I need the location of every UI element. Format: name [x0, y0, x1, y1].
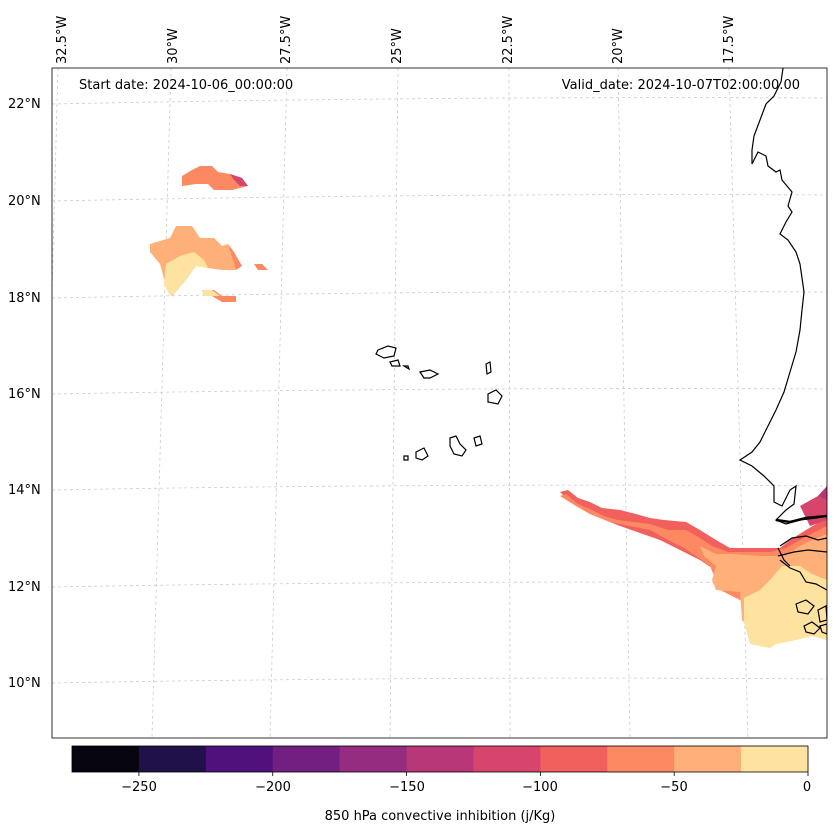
colorbar-swatch [339, 746, 408, 772]
colorbar-swatch [540, 746, 608, 772]
latitude-gridlines [52, 97, 827, 684]
colorbar-tick-label: −200 [255, 780, 291, 795]
island-sal [485, 361, 492, 375]
colorbar-swatch [205, 746, 274, 772]
colorbar-tick-label: −100 [522, 780, 558, 795]
cin-patch-small-orange [254, 264, 268, 270]
cin-patch-north-red [230, 174, 248, 186]
lon-label-27-5w: 27.5°W [279, 15, 294, 64]
colorbar-swatch [138, 746, 207, 772]
island-sao-nicolau [419, 369, 440, 379]
start-date-label: Start date: 2024-10-06_00:00:00 [79, 78, 294, 93]
africa-coastline [738, 68, 827, 525]
lat-label-12n: 12°N [8, 580, 41, 595]
colorbar-tick-label: 0 [802, 780, 812, 795]
lat-label-20n: 20°N [8, 194, 41, 209]
colorbar-swatch [674, 746, 742, 772]
lon-label-20w: 20°W [611, 28, 626, 64]
island-sao-vicente [389, 359, 401, 367]
colorbar-swatch [406, 746, 474, 772]
lat-label-14n: 14°N [8, 483, 41, 498]
cape-verde-islands [375, 345, 503, 461]
colorbar-frame [71, 745, 809, 773]
cin-patch-north-orange [182, 166, 248, 190]
colorbar-swatch [72, 746, 140, 772]
colorbar-tick-label: −250 [121, 780, 157, 795]
lat-label-16n: 16°N [8, 387, 41, 402]
cin-band-yellow [744, 566, 827, 648]
guinea-bissau-islands [795, 599, 815, 615]
island-santiago [449, 435, 467, 457]
colorbar [72, 746, 809, 772]
longitude-gridlines [52, 68, 749, 738]
colorbar-ticks [138, 772, 809, 776]
lon-label-32-5w: 32.5°W [55, 15, 70, 64]
island-santo-antao [375, 345, 397, 359]
gambia-south [777, 549, 827, 557]
colorbar-tick-label: −50 [660, 780, 688, 795]
colorbar-swatch [607, 746, 675, 772]
lat-label-22n: 22°N [8, 97, 41, 112]
colorbar-swatch [473, 746, 541, 772]
cin-contour-southeast [560, 486, 827, 648]
colorbar-label: 850 hPa convective inhibition (j/Kg) [324, 809, 556, 824]
valid-date-label: Valid_date: 2024-10-07T02:00:00.00 [561, 78, 800, 93]
colorbar-tick-label: −150 [389, 780, 425, 795]
island-maio [473, 435, 483, 447]
lat-label-18n: 18°N [8, 291, 41, 306]
lon-label-30w: 30°W [166, 28, 181, 64]
colorbar-swatch [741, 746, 809, 772]
colorbar-swatch [272, 746, 341, 772]
bijagos-islands [803, 621, 821, 635]
map-area [52, 68, 827, 738]
island-fogo [415, 447, 429, 461]
map-frame [51, 67, 828, 739]
lon-label-22-5w: 22.5°W [501, 15, 516, 64]
lon-label-17-5w: 17.5°W [722, 15, 737, 64]
island-boa-vista [487, 389, 503, 405]
lat-label-10n: 10°N [8, 676, 41, 691]
cin-patch-mid-orange [228, 244, 242, 270]
island-santa-luzia [401, 365, 411, 371]
gambia-outline [779, 535, 827, 547]
cin-patch-south-yellow [202, 290, 220, 296]
cin-contour-northwest [150, 166, 268, 302]
lon-label-25w: 25°W [390, 28, 405, 64]
senegal-river-border [775, 514, 827, 524]
guinea-bissau-coast [779, 559, 827, 591]
coastline [738, 68, 827, 635]
island-brava [403, 455, 409, 461]
cin-patch-mid-yellow [164, 252, 208, 296]
